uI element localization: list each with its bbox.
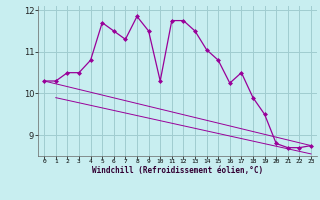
X-axis label: Windchill (Refroidissement éolien,°C): Windchill (Refroidissement éolien,°C) [92, 166, 263, 175]
